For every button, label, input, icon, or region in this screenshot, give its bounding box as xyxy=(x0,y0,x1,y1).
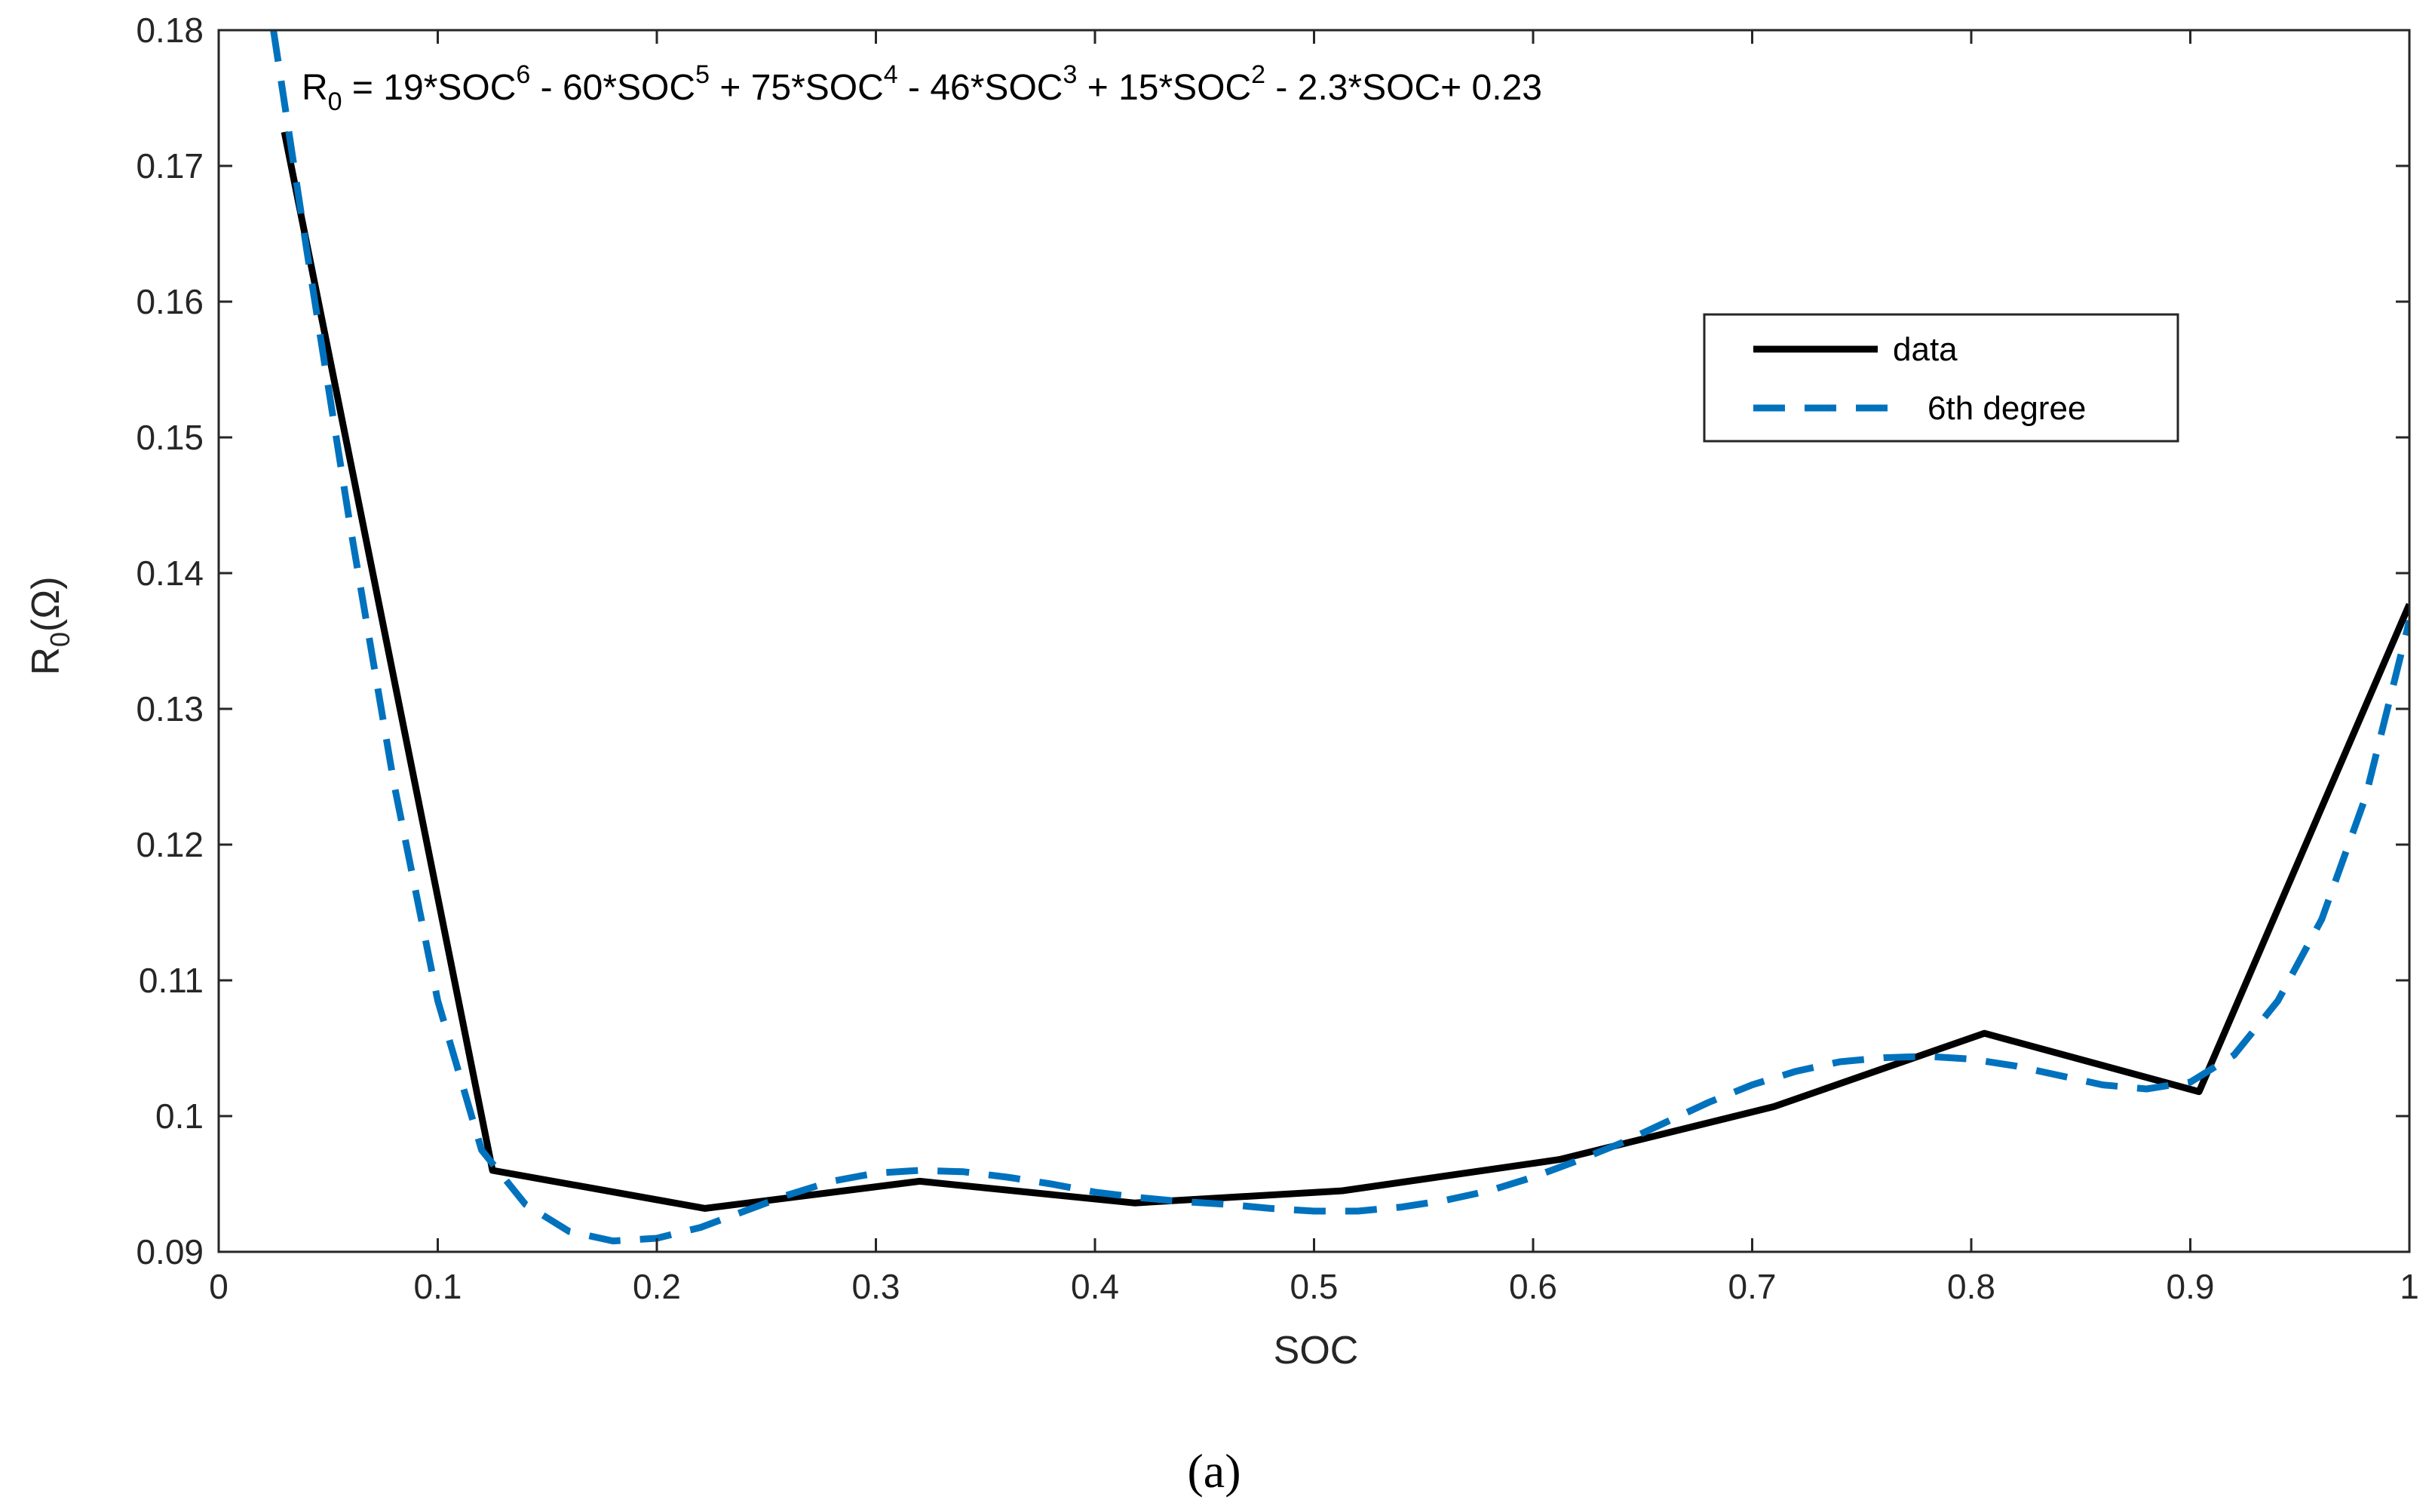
y-axis-label-sub: 0 xyxy=(44,632,75,647)
y-tick-label: 0.1 xyxy=(155,1096,204,1136)
y-tick-label: 0.09 xyxy=(136,1232,204,1271)
x-tick-label: 0.2 xyxy=(633,1267,681,1306)
y-tick-label: 0.15 xyxy=(136,418,204,457)
equation-annotation: R0 = 19*SOC6 - 60*SOC5 + 75*SOC4 - 46*SO… xyxy=(302,60,1542,116)
y-tick-label: 0.13 xyxy=(136,689,204,728)
y-tick-label: 0.17 xyxy=(136,146,204,186)
x-tick-label: 0.6 xyxy=(1509,1267,1557,1306)
series-line-6th-degree xyxy=(270,30,2409,1245)
figure-caption: (a) xyxy=(1187,1444,1241,1498)
y-axis-label: R0(Ω) xyxy=(24,576,75,675)
legend-box xyxy=(1703,313,2179,443)
x-tick-label: 0.8 xyxy=(1947,1267,1995,1306)
y-tick-label: 0.16 xyxy=(136,282,204,321)
x-axis: 0 0.1 0.2 0.3 0.4 0.5 0.6 0.7 0.8 0.9 1 xyxy=(209,30,2419,1306)
x-tick-label: 0 xyxy=(209,1267,228,1306)
x-axis-label: SOC xyxy=(1274,1329,1359,1372)
x-tick-label: 0.4 xyxy=(1071,1267,1119,1306)
legend-label-6th-degree: 6th degree xyxy=(1928,390,2086,427)
y-tick-label: 0.14 xyxy=(136,554,204,593)
x-tick-label: 0.3 xyxy=(852,1267,900,1306)
y-tick-label: 0.11 xyxy=(139,961,204,1000)
y-axis-label-unit: (Ω) xyxy=(24,576,68,632)
x-tick-label: 0.1 xyxy=(414,1267,462,1306)
x-tick-label: 0.9 xyxy=(2167,1267,2215,1306)
series-layer xyxy=(270,30,2409,1245)
y-tick-label: 0.12 xyxy=(136,825,204,864)
y-axis: 0.09 0.1 0.11 0.12 0.13 0.14 0.15 0.16 0.17 0.18 xyxy=(136,11,2409,1271)
x-tick-label: 1 xyxy=(2400,1267,2419,1306)
plot-area xyxy=(219,30,2409,1252)
y-tick-label: 0.18 xyxy=(136,11,204,50)
series-line-data xyxy=(281,131,2409,1212)
legend: data 6th degree xyxy=(1703,313,2179,443)
x-tick-label: 0.7 xyxy=(1728,1267,1777,1306)
legend-label-data: data xyxy=(1893,331,1958,368)
x-tick-label: 0.5 xyxy=(1290,1267,1339,1306)
y-axis-label-main: R xyxy=(24,647,68,676)
